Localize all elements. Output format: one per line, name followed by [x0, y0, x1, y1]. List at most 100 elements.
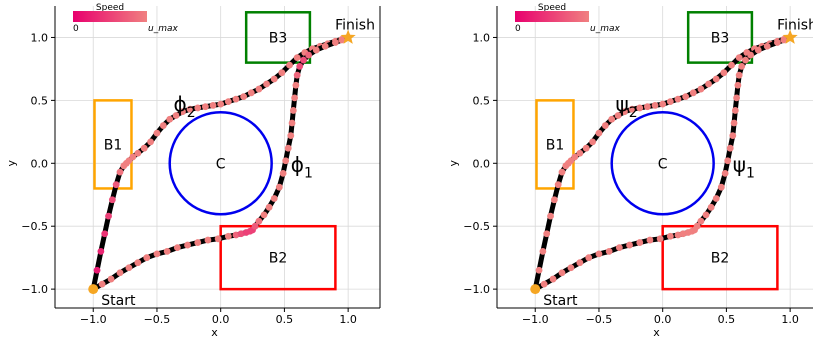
y-tick-label: 0.5: [473, 94, 491, 107]
trajectory-point: [697, 85, 705, 93]
trajectory-point: [735, 54, 743, 61]
trajectory-point: [697, 217, 705, 225]
x-tick-label: −0.5: [144, 313, 171, 326]
trajectory-point: [742, 56, 749, 64]
trajectory-point: [674, 231, 682, 239]
trajectory-point: [255, 85, 263, 93]
trajectory-point: [567, 264, 575, 272]
trajectory-point: [726, 144, 734, 152]
series-label-sub: 2: [187, 105, 196, 121]
trajectory-point: [666, 98, 674, 106]
trajectory-point: [224, 232, 232, 240]
trajectory-point: [705, 80, 712, 88]
series-label-base: ψ: [733, 152, 746, 176]
trajectory-point: [601, 122, 609, 129]
trajectory-point: [116, 168, 124, 176]
panel-left: −1.0 −0.5 0.0 0.5 1.0 −1.0 −0.5 0.0 0.5 1.0 x y B1 B2…: [5, 3, 381, 339]
trajectory-point: [143, 254, 151, 262]
trajectory-point: [204, 236, 212, 244]
trajectory-point: [331, 39, 339, 46]
trajectory-point: [733, 94, 741, 102]
trajectory-point: [232, 231, 240, 239]
trajectory-point: [734, 81, 742, 89]
y-tick-label: 0.0: [473, 157, 491, 170]
trajectory-point: [693, 222, 701, 230]
trajectory-point: [747, 51, 755, 59]
trajectory-point: [282, 157, 290, 165]
trajectory-point: [265, 203, 273, 211]
trajectory-point: [554, 181, 562, 189]
trajectory-point: [651, 102, 659, 109]
region-label-b1: B1: [104, 137, 123, 153]
trajectory-point: [780, 36, 788, 44]
trajectory-point: [773, 39, 781, 46]
trajectory-point: [237, 230, 245, 238]
trajectory-point: [646, 236, 654, 244]
region-circle-c: [610, 111, 715, 216]
y-tick-label: 0.0: [31, 157, 49, 170]
trajectory-point: [707, 203, 715, 211]
trajectory-point: [595, 129, 603, 137]
trajectory-point: [240, 93, 248, 100]
panel-right: −1.0 −0.5 0.0 0.5 1.0 −1.0 −0.5 0.0 0.5 1.0 x y B1 B2…: [447, 3, 813, 339]
trajectory-point: [153, 129, 161, 137]
y-tick-label: 0.5: [31, 94, 49, 107]
trajectory-point: [717, 183, 725, 191]
trajectory-point: [275, 183, 283, 191]
trajectory-point: [720, 69, 728, 77]
colorbar-max-label: u_max: [590, 24, 620, 34]
start-marker: [88, 284, 99, 295]
trajectory-point: [107, 275, 115, 283]
trajectory-point: [247, 89, 255, 97]
trajectory-point: [186, 105, 194, 113]
region-label-b3: B3: [711, 30, 730, 46]
trajectory-point: [754, 46, 762, 54]
trajectory-point: [101, 230, 109, 238]
series-label-sub: 2: [629, 105, 638, 121]
region-label-b3: B3: [269, 30, 288, 46]
trajectory-point: [643, 103, 651, 111]
series-label-base: ϕ: [291, 152, 304, 176]
series-label: ψ1: [733, 152, 755, 181]
x-tick-label: 0.5: [276, 313, 294, 326]
y-tick-label: −0.5: [21, 220, 48, 233]
region-b3: [244, 11, 312, 64]
trajectory-point: [112, 181, 120, 189]
x-tick-label: 0.5: [718, 313, 736, 326]
trajectory-point: [589, 138, 596, 146]
trajectory-point: [129, 153, 137, 161]
trajectory-point: [300, 56, 307, 64]
trajectory-point: [288, 119, 296, 127]
trajectory-point: [134, 149, 142, 157]
series-label: ψ2: [616, 92, 638, 121]
trajectory-point: [614, 112, 622, 119]
trajectory-point: [576, 259, 584, 267]
x-axis-label: x: [653, 326, 660, 339]
start-label: Start: [101, 293, 136, 309]
trajectory-point: [729, 132, 737, 140]
finish-marker: [782, 29, 798, 44]
trajectory-point: [116, 269, 124, 277]
trajectory-point: [153, 250, 161, 258]
trajectory-point: [689, 89, 697, 97]
trajectory-point: [585, 254, 593, 262]
colorbar-min-label: 0: [515, 24, 521, 34]
trajectory-point: [615, 244, 623, 252]
trajectory-point: [147, 138, 154, 146]
trajectory-point: [659, 100, 667, 108]
y-axis-label: y: [5, 160, 18, 167]
trajectory-point: [571, 153, 579, 161]
x-tick-label: 0.0: [654, 313, 672, 326]
colorbar: [73, 11, 147, 22]
trajectory-point: [728, 61, 735, 69]
trajectory-point: [636, 104, 644, 112]
series-label-base: ϕ: [174, 92, 187, 116]
trajectory-point: [284, 144, 292, 152]
x-tick-label: −1.0: [522, 313, 549, 326]
trajectory-point: [731, 107, 739, 114]
trajectory-point: [626, 241, 633, 249]
trajectory-point: [287, 132, 295, 140]
series-label-sub: 1: [746, 165, 755, 181]
